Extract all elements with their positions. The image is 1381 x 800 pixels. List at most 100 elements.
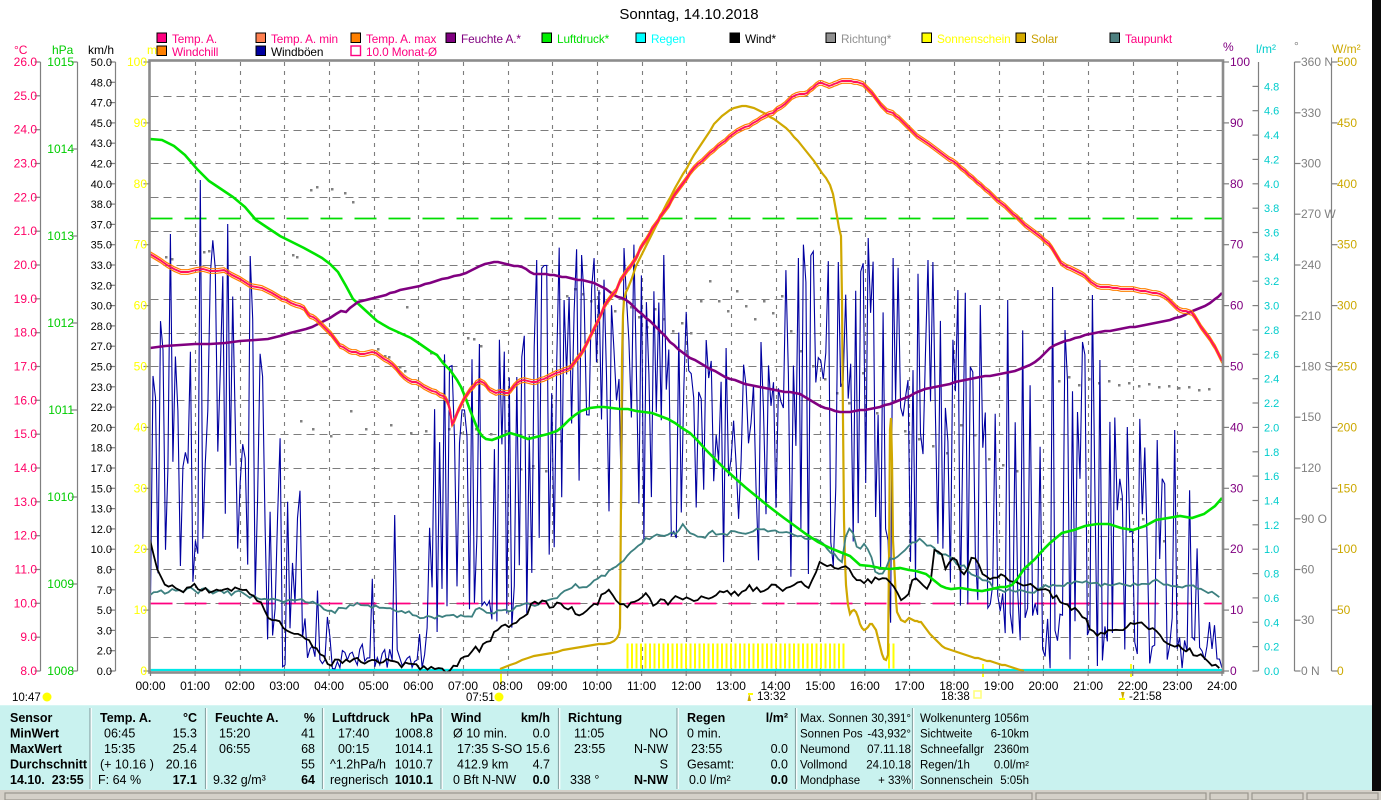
svg-text:03:00: 03:00 (269, 679, 299, 693)
svg-text:47.0: 47.0 (91, 98, 112, 110)
svg-text:500: 500 (1337, 55, 1357, 69)
svg-text:16:00: 16:00 (850, 679, 880, 693)
svg-text:0.0l/m²: 0.0l/m² (994, 759, 1029, 771)
svg-text:100: 100 (127, 55, 147, 69)
svg-text:23:55: 23:55 (691, 742, 722, 756)
svg-text:12.0: 12.0 (91, 524, 112, 536)
svg-text:60: 60 (1230, 299, 1244, 313)
svg-text:3.8: 3.8 (1264, 203, 1279, 215)
svg-text:0.0: 0.0 (97, 666, 112, 678)
svg-text:^1.2hPa/h: ^1.2hPa/h (330, 757, 386, 771)
svg-text:2.6: 2.6 (1264, 349, 1279, 361)
svg-text:30: 30 (1230, 481, 1244, 495)
svg-text:400: 400 (1337, 177, 1357, 191)
svg-text:06:00: 06:00 (403, 679, 433, 693)
svg-text:20.0: 20.0 (14, 258, 38, 272)
svg-text:150: 150 (1301, 410, 1321, 424)
svg-text:1015: 1015 (47, 55, 74, 69)
svg-text:%: % (1223, 40, 1234, 54)
svg-text:100: 100 (1230, 55, 1250, 69)
svg-text:40.0: 40.0 (91, 179, 112, 191)
svg-text:1008.8: 1008.8 (395, 727, 433, 741)
svg-text:Vollmond: Vollmond (800, 759, 847, 771)
svg-text:23:55: 23:55 (574, 742, 605, 756)
svg-text:210: 210 (1301, 309, 1321, 323)
svg-text:+ 33%: + 33% (878, 775, 911, 787)
svg-text:30: 30 (1301, 613, 1315, 627)
svg-text:1013: 1013 (47, 229, 74, 243)
svg-text:1056m: 1056m (994, 713, 1029, 725)
svg-text:0.2: 0.2 (1264, 642, 1279, 654)
svg-text:26.0: 26.0 (14, 55, 38, 69)
svg-text:Feuchte A.*: Feuchte A.* (461, 32, 521, 46)
svg-text:360 N: 360 N (1301, 55, 1333, 69)
svg-text:12:00: 12:00 (671, 679, 701, 693)
svg-text:%: % (304, 711, 315, 725)
svg-text:9.0: 9.0 (20, 630, 37, 644)
svg-text:05:00: 05:00 (359, 679, 389, 693)
svg-text:90 O: 90 O (1301, 512, 1327, 526)
svg-text:13.0: 13.0 (91, 504, 112, 516)
svg-text:17:00: 17:00 (894, 679, 924, 693)
svg-text:25.0: 25.0 (14, 89, 38, 103)
svg-text:21:00: 21:00 (1073, 679, 1103, 693)
svg-text:2360m: 2360m (994, 744, 1029, 756)
svg-text:4.7: 4.7 (533, 757, 550, 771)
svg-text:15:20: 15:20 (219, 727, 250, 741)
svg-text:1.6: 1.6 (1264, 471, 1279, 483)
svg-text:21.0: 21.0 (14, 224, 38, 238)
svg-text:MinWert: MinWert (10, 727, 60, 741)
svg-text:3.0: 3.0 (97, 625, 112, 637)
svg-text:120: 120 (1301, 461, 1321, 475)
svg-text:0: 0 (1230, 664, 1237, 678)
svg-text:18:00: 18:00 (939, 679, 969, 693)
svg-text:Sonntag, 14.10.2018: Sonntag, 14.10.2018 (619, 6, 758, 23)
svg-text:10.0: 10.0 (91, 544, 112, 556)
svg-text:Richtung*: Richtung* (841, 32, 892, 46)
svg-text:42.0: 42.0 (91, 159, 112, 171)
svg-text:90: 90 (1230, 116, 1244, 130)
svg-text:Taupunkt: Taupunkt (1125, 32, 1173, 46)
svg-text:180 S: 180 S (1301, 360, 1332, 374)
svg-text:55: 55 (301, 757, 315, 771)
svg-text:150: 150 (1337, 481, 1357, 495)
svg-text:0.0: 0.0 (771, 773, 788, 787)
svg-text:11.0: 11.0 (15, 563, 38, 577)
svg-text:450: 450 (1337, 116, 1357, 130)
svg-text:2.2: 2.2 (1264, 398, 1279, 410)
svg-text:07.11.18: 07.11.18 (867, 744, 911, 756)
svg-text:Temp. A.: Temp. A. (100, 711, 151, 725)
svg-text:200: 200 (1337, 420, 1357, 434)
svg-text:18:38: 18:38 (941, 691, 970, 703)
svg-text:37.0: 37.0 (91, 219, 112, 231)
svg-text:22.0: 22.0 (14, 190, 38, 204)
svg-text:0: 0 (140, 664, 147, 678)
svg-text:15.3: 15.3 (173, 727, 197, 741)
svg-text:°: ° (1294, 39, 1299, 53)
svg-text:Mondphase: Mondphase (800, 775, 860, 787)
svg-text:28.0: 28.0 (91, 321, 112, 333)
svg-text:00:00: 00:00 (135, 679, 165, 693)
svg-text:08:00: 08:00 (493, 679, 523, 693)
svg-text:km/h: km/h (521, 711, 550, 725)
svg-text:01:00: 01:00 (180, 679, 210, 693)
svg-text:Sonnen Pos: Sonnen Pos (800, 729, 863, 741)
svg-text:70: 70 (134, 238, 148, 252)
svg-text:24:00: 24:00 (1207, 679, 1237, 693)
svg-text:°C: °C (14, 43, 28, 57)
svg-text:4.2: 4.2 (1264, 154, 1279, 166)
svg-text:F: 64 %: F: 64 % (98, 773, 141, 787)
svg-text:06:55: 06:55 (219, 742, 250, 756)
svg-text:14.0: 14.0 (14, 461, 38, 475)
svg-text:50: 50 (1337, 603, 1351, 617)
svg-text:4.0: 4.0 (1264, 179, 1279, 191)
svg-text:Wolkenunterg: Wolkenunterg (920, 713, 991, 725)
svg-text:0.4: 0.4 (1264, 617, 1279, 629)
svg-text:14.10. 23:55: 14.10. 23:55 (10, 773, 84, 787)
svg-text:Luftdruck: Luftdruck (332, 711, 390, 725)
svg-text:17:40: 17:40 (338, 727, 369, 741)
svg-text:10: 10 (134, 603, 148, 617)
svg-text:240: 240 (1301, 258, 1321, 272)
svg-text:5.0: 5.0 (97, 605, 112, 617)
svg-text:09:00: 09:00 (537, 679, 567, 693)
